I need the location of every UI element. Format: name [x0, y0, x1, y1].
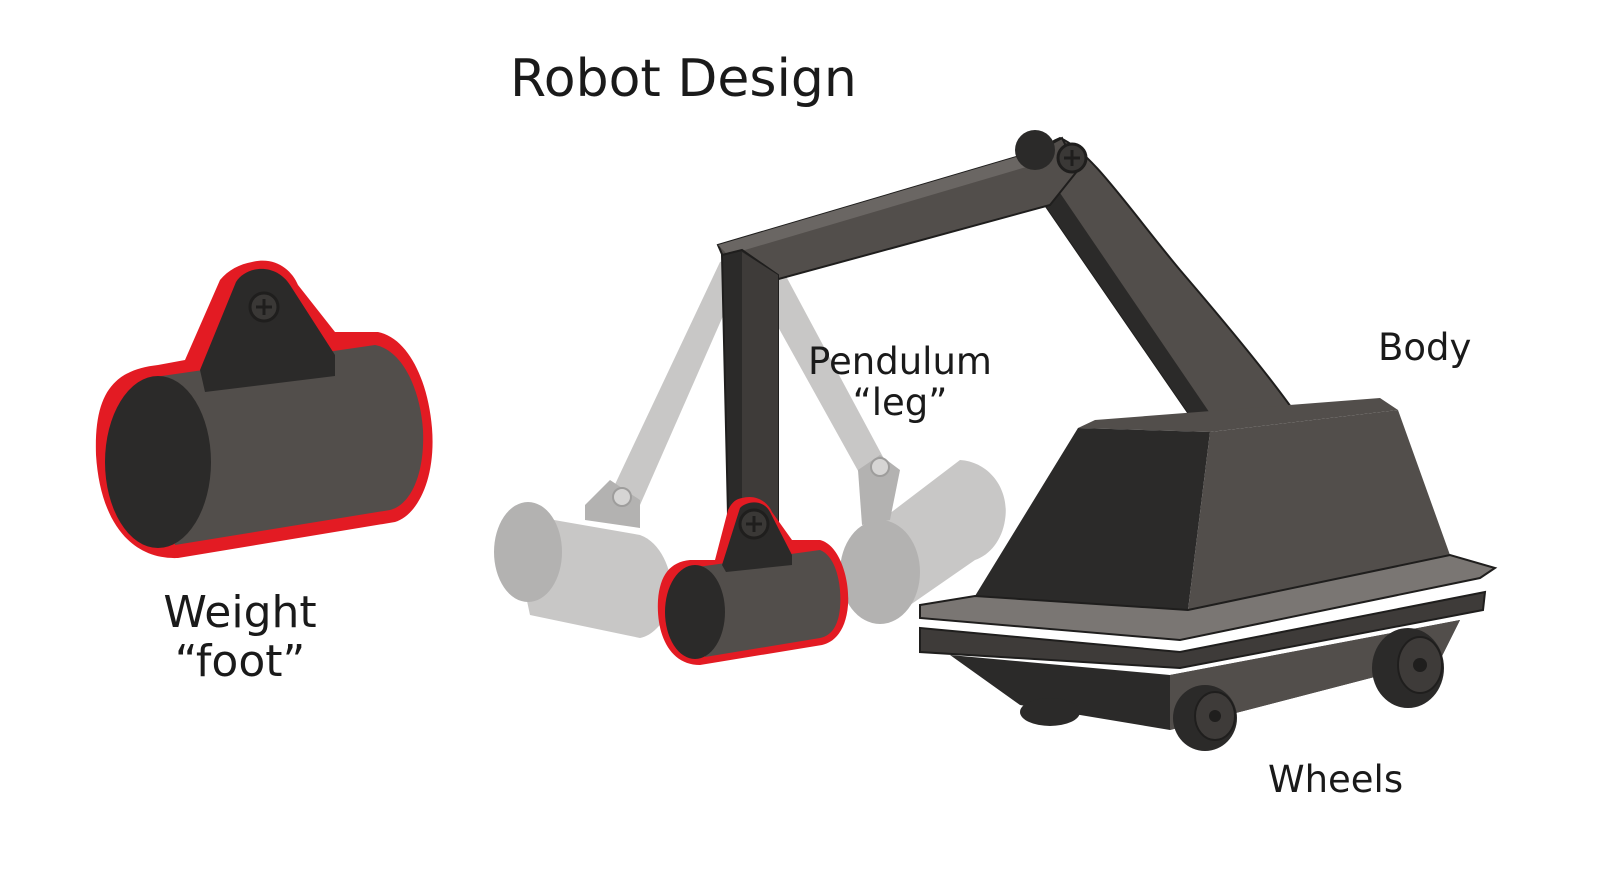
arm-rear-boom-edge — [1045, 190, 1220, 430]
pendulum-leg-label-line2: “leg” — [852, 381, 948, 425]
pendulum-foot-cylinder — [690, 550, 841, 657]
pendulum-leg-label: Pendulum “leg” — [800, 341, 1000, 424]
body-label: Body — [1378, 326, 1472, 369]
diagram-title: Robot Design — [510, 49, 857, 109]
weight-foot-bracket — [200, 268, 335, 392]
wheel-front-left — [1173, 685, 1237, 751]
robot-arm — [716, 130, 1302, 532]
pendulum-foot-screw-icon — [738, 508, 770, 540]
weight-foot-end-cap — [105, 376, 211, 548]
wheel-rear-left — [1020, 698, 1080, 726]
chassis-plate-bottom — [919, 590, 1487, 670]
arm-horizontal-beam-top — [718, 150, 1050, 255]
body-right-face — [1188, 410, 1450, 610]
pendulum-ghost-left — [494, 250, 752, 638]
weight-foot-label-line2: “foot” — [174, 636, 306, 688]
weight-foot-standalone — [95, 260, 433, 559]
pendulum-foot — [657, 496, 849, 665]
body-left-face — [975, 428, 1210, 610]
wheels-label: Wheels — [1268, 758, 1404, 801]
weight-foot-screw-icon — [248, 291, 280, 323]
arm-rear-boom — [1034, 136, 1302, 432]
wheel-front-right — [1372, 628, 1444, 708]
chassis-plate-top — [919, 553, 1498, 642]
weight-foot-label-line1: Weight — [163, 587, 317, 638]
weight-foot-cylinder — [148, 345, 424, 545]
robot-wheels — [1020, 628, 1444, 751]
pendulum-leg-label-line1: Pendulum — [808, 340, 992, 383]
body-top — [1078, 398, 1398, 432]
arm-pivot-screw-icon — [1056, 142, 1088, 174]
weight-foot-label: Weight “foot” — [150, 588, 330, 687]
